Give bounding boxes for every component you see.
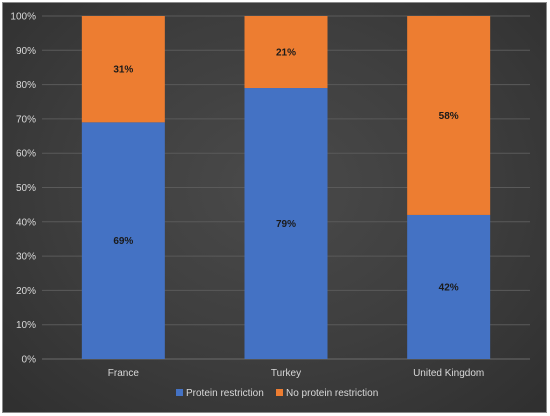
legend-label: Protein restriction (186, 388, 264, 399)
y-tick-label: 60% (16, 149, 36, 160)
y-tick-label: 40% (16, 217, 36, 228)
bar-segment (407, 214, 491, 359)
y-tick-label: 80% (16, 80, 36, 91)
y-tick-label: 50% (16, 183, 36, 194)
x-category-label: Turkey (271, 368, 301, 379)
bar-segment (81, 122, 165, 359)
y-tick-label: 0% (22, 355, 37, 366)
data-label: 42% (439, 282, 459, 293)
y-tick-label: 10% (16, 320, 36, 331)
bar-segment (407, 16, 491, 215)
bar-segment (244, 88, 328, 359)
y-tick-label: 20% (16, 286, 36, 297)
y-axis-ticks: 0% 10% 20% 30% 40% 50% 60% 70% 80% 90% 100% (10, 12, 36, 366)
y-tick-label: 90% (16, 46, 36, 57)
legend: Protein restriction No protein restrictio… (176, 388, 378, 399)
bar-segment (244, 16, 328, 89)
y-tick-label: 100% (10, 12, 36, 23)
data-label: 69% (113, 236, 133, 247)
x-category-label: France (108, 368, 140, 379)
data-labels: 69% 31% 79% 21% 42% 58% (113, 48, 458, 294)
data-label: 31% (113, 65, 133, 76)
x-category-label: United Kingdom (413, 368, 484, 379)
y-tick-label: 30% (16, 252, 36, 263)
bars (81, 16, 491, 359)
x-axis-categories: France Turkey United Kingdom (108, 368, 484, 379)
y-tick-label: 70% (16, 114, 36, 125)
data-label: 79% (276, 219, 296, 230)
data-label: 58% (439, 111, 459, 122)
legend-label: No protein restriction (286, 388, 378, 399)
legend-swatch (276, 389, 283, 396)
data-label: 21% (276, 48, 296, 59)
legend-swatch (176, 389, 183, 396)
bar-segment (81, 16, 165, 123)
